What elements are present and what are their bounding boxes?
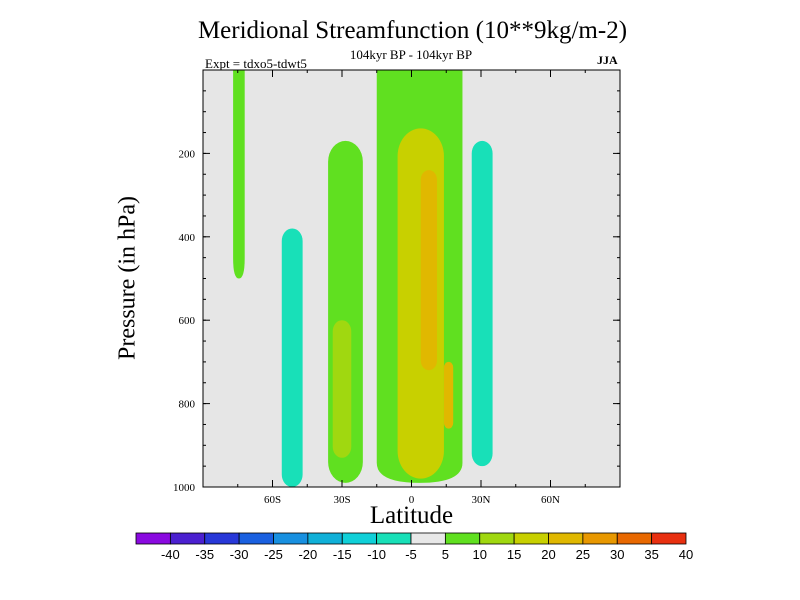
colorbar-box xyxy=(548,532,584,545)
contour-region-sh-mid-latitude-negative-cell xyxy=(281,228,303,487)
colorbar-box xyxy=(273,532,309,545)
colorbar-label: 10 xyxy=(473,547,487,562)
colorbar-box xyxy=(444,532,481,545)
colorbar-box xyxy=(341,532,378,545)
colorbar-label: 5 xyxy=(442,547,449,562)
colorbar-label: -40 xyxy=(161,547,180,562)
colorbar-label: 15 xyxy=(507,547,521,562)
colorbar-box xyxy=(169,532,206,545)
colorbar-box xyxy=(616,532,653,545)
y-tick-label: 600 xyxy=(179,315,196,327)
colorbar-box xyxy=(479,532,515,545)
colorbar-box xyxy=(376,532,412,545)
y-tick-label: 200 xyxy=(179,148,196,160)
season-label: JJA xyxy=(597,53,618,67)
colorbar-box xyxy=(135,532,171,545)
colorbar-box xyxy=(513,532,549,545)
x-tick-label: 0 xyxy=(409,494,415,506)
colorbar-label: -5 xyxy=(405,547,417,562)
colorbar-label: -25 xyxy=(264,547,283,562)
colorbar-box xyxy=(204,532,240,545)
colorbar-label: -15 xyxy=(333,547,352,562)
contour-region-nh-subtropical-negative-cell xyxy=(471,140,493,467)
chart-title: Meridional Streamfunction (10**9kg/m-2) xyxy=(197,17,628,44)
x-tick-label: 30N xyxy=(472,494,491,506)
colorbar-box xyxy=(410,532,446,545)
contour-region-tropical-lower-maximum xyxy=(443,361,454,429)
y-tick-label: 400 xyxy=(179,232,196,244)
colorbar-label: -20 xyxy=(298,547,317,562)
colorbar-box xyxy=(238,532,274,545)
experiment-label: Expt = tdxo5-tdwt5 xyxy=(205,56,307,71)
colorbar-box xyxy=(582,532,618,545)
colorbar-label: -35 xyxy=(195,547,214,562)
colorbar-label: 35 xyxy=(644,547,658,562)
contour-region-sh-subtropical-core xyxy=(332,320,352,458)
contour-region-tropical-upper-maximum xyxy=(420,170,437,371)
x-axis-label: Latitude xyxy=(369,502,454,529)
colorbar-label: 30 xyxy=(610,547,624,562)
x-tick-label: 30S xyxy=(333,494,350,506)
y-tick-label: 1000 xyxy=(173,482,196,494)
colorbar-label: 40 xyxy=(679,547,693,562)
colorbar-label: -30 xyxy=(230,547,249,562)
colorbar-label: 20 xyxy=(541,547,555,562)
chart-subtitle: 104kyr BP - 104kyr BP xyxy=(349,47,473,62)
colorbar-label: 25 xyxy=(576,547,590,562)
x-tick-label: 60S xyxy=(264,494,281,506)
colorbar-box xyxy=(651,532,687,545)
colorbar-label: -10 xyxy=(367,547,386,562)
y-tick-label: 800 xyxy=(179,399,196,411)
contour-region-nh-upper-level-cell xyxy=(233,70,245,279)
x-tick-label: 60N xyxy=(541,494,560,506)
colorbar-box xyxy=(307,532,343,545)
